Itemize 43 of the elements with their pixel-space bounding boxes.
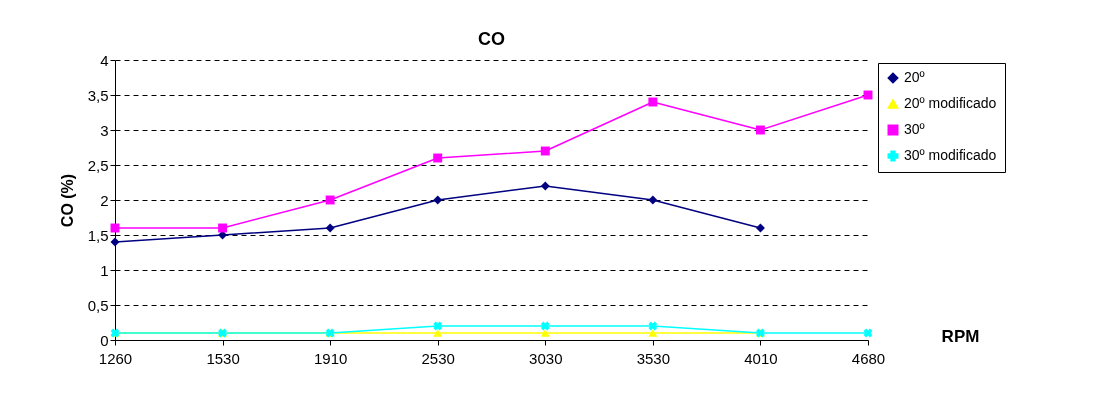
x-tick-label: 3030 [529,349,563,367]
point [863,328,873,338]
x-tick-label: 1910 [313,349,348,367]
point [433,321,443,331]
x-tick-label: 1260 [98,349,133,367]
y-tick-label: 2 [100,191,109,209]
y-tick-label: 2,5 [87,156,109,174]
point [325,195,335,205]
point [433,195,443,205]
x-tick-label: 1530 [206,349,240,367]
y-tick-label: 1,5 [87,226,109,244]
point [648,195,658,205]
point [540,146,550,156]
x-tick-label: 2530 [421,349,455,367]
point [540,329,550,337]
point [325,223,335,233]
point [755,223,765,233]
y-tick-label: 3 [100,121,109,139]
x-tick-label: 4010 [744,349,778,367]
y-tick-label: 0,5 [87,296,109,314]
legend-label: 20º modificado [904,95,997,111]
x-axis-title: RPM [941,326,980,346]
point [218,223,228,233]
legend-label: 30º modificado [904,147,997,163]
point [648,97,658,107]
point [648,329,658,337]
legend-label: 20º [904,69,925,85]
x-tick-label: 3530 [636,349,671,367]
point [433,153,443,163]
point [110,237,120,247]
point [648,321,658,331]
y-tick-label: 1 [100,261,109,279]
chart-title: CO [478,29,505,49]
y-axis-title: CO (%) [58,173,76,228]
point [540,321,550,331]
y-tick-label: 0 [100,331,109,349]
point [755,125,765,135]
y-tick-label: 3,5 [87,86,109,104]
y-tick-label: 4 [100,51,109,69]
point [433,329,443,337]
x-tick-label: 4680 [851,349,886,367]
point [540,181,550,191]
legend-label: 30º [904,121,925,137]
